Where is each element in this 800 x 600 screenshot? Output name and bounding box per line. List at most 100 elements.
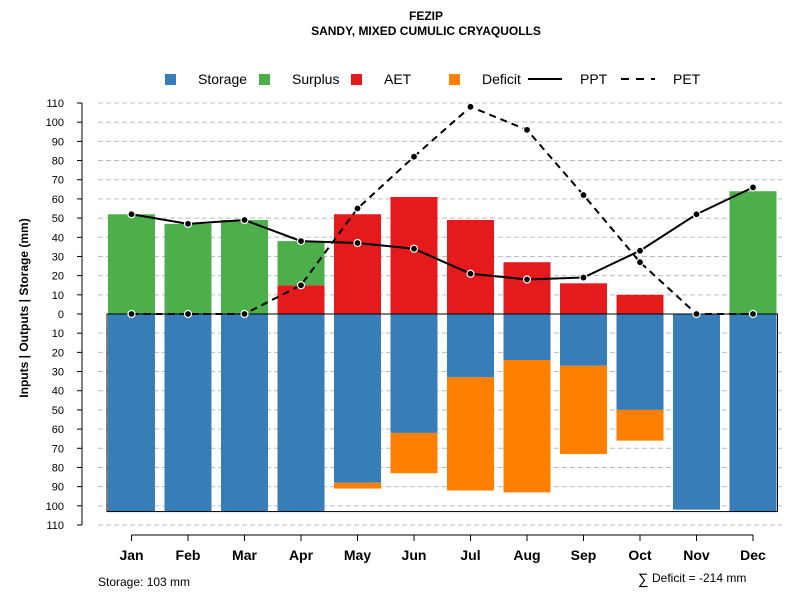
y-tick-label: 50 bbox=[52, 405, 64, 417]
ppt-point bbox=[692, 210, 701, 219]
y-tick-label: 60 bbox=[52, 194, 64, 206]
ppt-point bbox=[748, 183, 758, 192]
deficit-bar bbox=[390, 432, 438, 474]
pet-point bbox=[409, 152, 419, 161]
y-tick-label: 60 bbox=[52, 424, 64, 436]
x-tick-label: May bbox=[344, 547, 371, 563]
y-tick-label: 50 bbox=[52, 213, 64, 225]
pet-point bbox=[579, 190, 588, 200]
legend: Storage Surplus AET Deficit PPT PET bbox=[165, 71, 701, 87]
surplus-bar bbox=[164, 223, 212, 314]
y-tick-label: 20 bbox=[52, 347, 64, 359]
legend-label: Storage bbox=[198, 71, 247, 87]
grid bbox=[98, 102, 782, 526]
y-tick-label: 110 bbox=[46, 520, 64, 532]
surplus-bar bbox=[729, 191, 777, 314]
ppt-point bbox=[579, 273, 588, 282]
aet-bar bbox=[616, 294, 664, 314]
y-tick-label: 0 bbox=[58, 309, 64, 321]
pet-point bbox=[240, 309, 249, 319]
y-tick-label: 10 bbox=[52, 290, 64, 302]
lines bbox=[127, 102, 758, 319]
pet-point bbox=[353, 204, 362, 213]
pet-point bbox=[296, 281, 306, 290]
pet-line bbox=[131, 105, 753, 315]
surplus-bar bbox=[221, 220, 268, 314]
y-tick-label: 100 bbox=[46, 117, 64, 129]
y-tick-label: 40 bbox=[52, 232, 64, 244]
y-tick-label: 90 bbox=[52, 136, 64, 148]
y-tick-label: 90 bbox=[52, 482, 64, 494]
x-tick-label: Apr bbox=[289, 547, 314, 563]
legend-swatch bbox=[351, 74, 362, 85]
ppt-point bbox=[353, 238, 362, 248]
y-tick-label: 30 bbox=[52, 367, 64, 379]
storage-bar bbox=[616, 314, 664, 410]
y-tick-label: 70 bbox=[52, 443, 64, 455]
aet-bar bbox=[503, 262, 551, 314]
deficit-bar bbox=[560, 365, 607, 455]
legend-label: Surplus bbox=[292, 71, 339, 87]
storage-bar bbox=[390, 314, 438, 433]
x-tick-label: Jul bbox=[460, 547, 480, 563]
legend-label: AET bbox=[384, 71, 412, 87]
legend-swatch bbox=[165, 74, 176, 85]
y-axis-label: Inputs | Outputs | Storage (mm) bbox=[17, 218, 31, 397]
legend-label: Deficit bbox=[482, 71, 521, 87]
y-tick-label: 110 bbox=[46, 98, 64, 110]
ppt-point bbox=[466, 269, 475, 278]
legend-label: PPT bbox=[580, 71, 608, 87]
surplus-bar bbox=[108, 214, 155, 314]
pet-point bbox=[183, 309, 193, 319]
ppt-point bbox=[522, 275, 532, 284]
y-tick-label: 10 bbox=[52, 328, 64, 340]
pet-point bbox=[127, 309, 136, 319]
ppt-point bbox=[635, 246, 645, 255]
pet-point bbox=[748, 309, 758, 319]
y-axis: 1101009080706050403020100102030405060708… bbox=[46, 98, 83, 532]
y-tick-label: 80 bbox=[52, 156, 64, 168]
storage-bar bbox=[277, 314, 325, 512]
x-tick-label: Dec bbox=[740, 547, 766, 563]
aet-bar bbox=[277, 285, 325, 314]
x-tick-label: Feb bbox=[176, 547, 201, 563]
ppt-line bbox=[131, 186, 754, 281]
ppt-point bbox=[409, 244, 419, 253]
storage-bar bbox=[673, 314, 720, 510]
legend-label: PET bbox=[673, 71, 701, 87]
deficit-bar bbox=[334, 482, 381, 489]
chart-title: FEZIP bbox=[409, 9, 443, 23]
deficit-bar bbox=[503, 360, 551, 493]
storage-bar bbox=[108, 314, 155, 512]
storage-bar bbox=[560, 314, 607, 366]
deficit-bar bbox=[616, 409, 664, 441]
surplus-bar bbox=[277, 241, 325, 286]
x-tick-label: Sep bbox=[571, 547, 597, 563]
x-tick-label: Nov bbox=[683, 547, 710, 563]
pet-point bbox=[692, 309, 701, 319]
storage-bar bbox=[334, 314, 381, 483]
deficit-annotation: Deficit = -214 mm bbox=[652, 571, 746, 585]
x-tick-label: Jun bbox=[402, 547, 427, 563]
y-tick-label: 40 bbox=[52, 386, 64, 398]
storage-bar bbox=[503, 314, 551, 361]
legend-swatch bbox=[259, 74, 270, 85]
x-axis: Jan Feb Mar Apr May Jun Jul Aug Sep Oct Nov Dec bbox=[119, 534, 766, 563]
x-tick-label: Jan bbox=[119, 547, 143, 563]
pet-point bbox=[466, 102, 475, 111]
storage-annotation: Storage: 103 mm bbox=[98, 575, 190, 589]
ppt-point bbox=[240, 215, 249, 225]
y-tick-label: 30 bbox=[52, 251, 64, 263]
storage-bar bbox=[164, 314, 212, 512]
deficit-sum-symbol: ∑ bbox=[638, 571, 649, 588]
legend-swatch bbox=[449, 74, 460, 85]
x-tick-label: Mar bbox=[232, 547, 257, 563]
y-tick-label: 80 bbox=[52, 462, 64, 474]
aet-bar bbox=[560, 283, 607, 314]
x-tick-label: Oct bbox=[628, 547, 652, 563]
x-tick-label: Aug bbox=[513, 547, 540, 563]
y-tick-label: 100 bbox=[46, 501, 64, 513]
storage-bar bbox=[729, 314, 777, 512]
bars bbox=[106, 191, 778, 513]
